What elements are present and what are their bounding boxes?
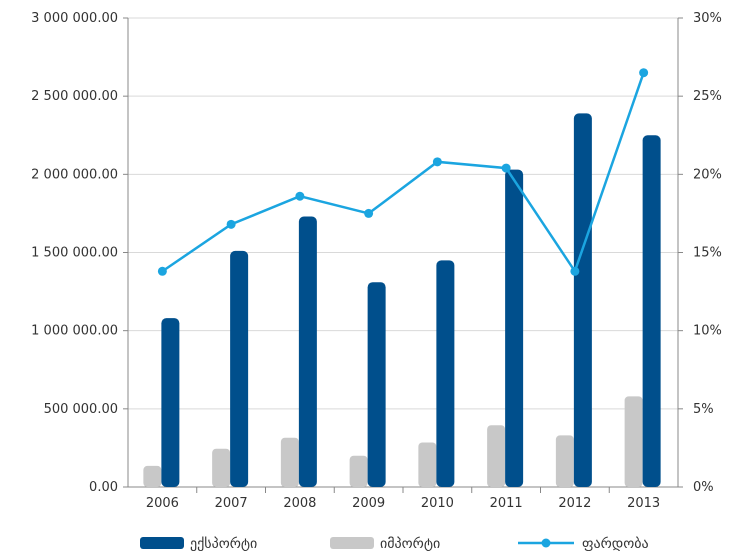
ratio-point	[364, 208, 374, 218]
right-axis-tick-label: 15%	[693, 246, 722, 261]
right-axis-tick-label: 30%	[693, 11, 722, 26]
legend-label-ratio: ფარდობა	[582, 535, 649, 552]
right-axis-tick-label: 5%	[693, 402, 714, 417]
x-axis-tick-label: 2007	[215, 496, 248, 511]
import-bar	[280, 437, 299, 487]
left-axis-tick-label: 3 000 000.00	[31, 11, 118, 26]
import-bar	[212, 448, 231, 487]
legend-swatch-export	[140, 537, 184, 549]
import-bar	[555, 435, 574, 487]
legend-label-export: ექსპორტი	[190, 535, 257, 552]
ratio-point	[226, 219, 236, 229]
ratio-point	[157, 266, 167, 276]
right-axis-tick-label: 25%	[693, 89, 722, 104]
export-bar	[505, 169, 524, 488]
export-bar	[230, 250, 249, 487]
right-axis-tick-label: 0%	[693, 480, 714, 495]
export-bar	[436, 260, 455, 487]
import-bar	[624, 396, 643, 487]
ratio-line	[161, 72, 645, 275]
left-axis-tick-label: 1 500 000.00	[31, 246, 118, 261]
x-axis-tick-label: 2012	[558, 496, 591, 511]
left-axis-tick-label: 0.00	[89, 480, 118, 495]
ratio-point	[501, 163, 511, 173]
ratio-point	[432, 157, 442, 167]
ratio-point	[295, 191, 305, 201]
left-axis-tick-label: 500 000.00	[44, 402, 118, 417]
legend-label-import: იმპორტი	[380, 535, 440, 552]
right-axis-tick-label: 20%	[693, 167, 722, 182]
ratio-point	[570, 266, 580, 276]
ratio-point	[639, 68, 649, 78]
legend-swatch-ratio-point	[541, 538, 551, 548]
right-axis-tick-label: 10%	[693, 324, 722, 339]
x-axis-tick-label: 2011	[490, 496, 523, 511]
x-axis-tick-label: 2009	[352, 496, 385, 511]
export-bar	[642, 135, 661, 487]
import-bar	[143, 465, 162, 487]
left-axis-tick-label: 2 500 000.00	[31, 89, 118, 104]
export-bar	[161, 318, 180, 487]
x-axis-tick-label: 2006	[146, 496, 179, 511]
import-bar	[487, 425, 506, 487]
import-bar	[349, 455, 368, 487]
x-axis-tick-label: 2013	[627, 496, 660, 511]
legend-swatch-import	[330, 537, 374, 549]
left-axis-tick-label: 1 000 000.00	[31, 324, 118, 339]
x-axis-tick-label: 2008	[283, 496, 316, 511]
export-bar	[367, 282, 386, 487]
x-axis-tick-label: 2010	[421, 496, 454, 511]
left-axis-tick-label: 2 000 000.00	[31, 167, 118, 182]
export-bar	[298, 216, 317, 487]
import-bar	[418, 442, 437, 487]
export-bar	[573, 113, 592, 487]
